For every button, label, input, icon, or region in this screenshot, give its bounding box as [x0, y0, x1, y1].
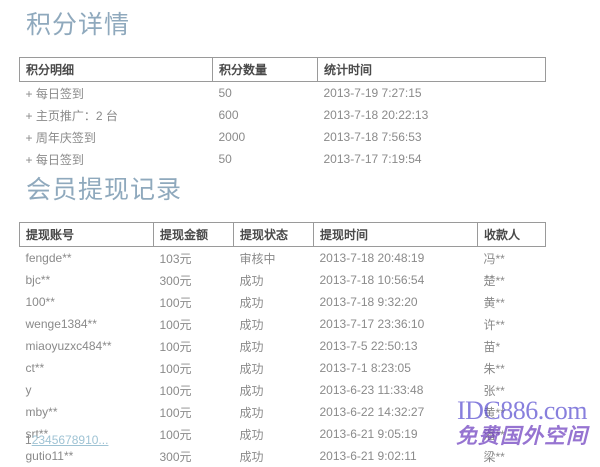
- points-section-title: 积分详情: [26, 13, 130, 38]
- points-table-body: + 每日签到 50 2013-7-19 7:27:15 + 主页推广：2 台 6…: [20, 82, 546, 171]
- column-header-withdraw-time: 提现时间: [314, 223, 478, 247]
- table-row: y 100元 成功 2013-6-23 11:33:48 张**: [20, 379, 546, 401]
- cell-withdraw-amount: 100元: [154, 335, 234, 357]
- pagination[interactable]: 12345678910...: [25, 434, 108, 446]
- cell-withdraw-payee: 张**: [478, 379, 546, 401]
- cell-points-amount: 600: [213, 104, 318, 126]
- cell-points-time: 2013-7-17 7:19:54: [318, 148, 546, 170]
- cell-withdraw-payee: 楚**: [478, 269, 546, 291]
- cell-withdraw-payee: 黄**: [478, 291, 546, 313]
- table-row: bjc** 300元 成功 2013-7-18 10:56:54 楚**: [20, 269, 546, 291]
- table-row: 100** 100元 成功 2013-7-18 9:32:20 黄**: [20, 291, 546, 313]
- cell-withdraw-status: 成功: [234, 401, 314, 423]
- cell-withdraw-account: bjc**: [20, 269, 154, 291]
- cell-withdraw-time: 2013-7-18 9:32:20: [314, 291, 478, 313]
- column-header-withdraw-payee: 收款人: [478, 223, 546, 247]
- table-row: ct** 100元 成功 2013-7-1 8:23:05 朱**: [20, 357, 546, 379]
- table-header-row: 提现账号 提现金额 提现状态 提现时间 收款人: [20, 223, 546, 247]
- cell-withdraw-payee: 许**: [478, 313, 546, 335]
- cell-withdraw-payee: 梁**: [478, 445, 546, 467]
- cell-withdraw-payee: 潘**: [478, 423, 546, 445]
- withdraw-section-title: 会员提现记录: [26, 178, 182, 203]
- cell-withdraw-amount: 100元: [154, 313, 234, 335]
- cell-withdraw-status: 成功: [234, 445, 314, 467]
- cell-withdraw-payee: 朱**: [478, 357, 546, 379]
- cell-withdraw-status: 成功: [234, 357, 314, 379]
- column-header-points-amount: 积分数量: [213, 58, 318, 82]
- cell-withdraw-time: 2013-6-22 14:32:27: [314, 401, 478, 423]
- cell-withdraw-time: 2013-7-1 8:23:05: [314, 357, 478, 379]
- cell-points-item: + 每日签到: [20, 148, 213, 170]
- cell-withdraw-account: gutio11**: [20, 445, 154, 467]
- cell-points-item: + 周年庆签到: [20, 126, 213, 148]
- cell-withdraw-amount: 300元: [154, 269, 234, 291]
- cell-withdraw-status: 成功: [234, 423, 314, 445]
- cell-withdraw-amount: 103元: [154, 247, 234, 270]
- cell-withdraw-amount: 300元: [154, 445, 234, 467]
- pagination-current-page: 1: [25, 433, 32, 447]
- cell-withdraw-time: 2013-7-18 10:56:54: [314, 269, 478, 291]
- cell-points-time: 2013-7-18 7:56:53: [318, 126, 546, 148]
- cell-withdraw-status: 成功: [234, 335, 314, 357]
- cell-withdraw-account: 100**: [20, 291, 154, 313]
- cell-points-time: 2013-7-18 20:22:13: [318, 104, 546, 126]
- cell-withdraw-amount: 100元: [154, 401, 234, 423]
- cell-withdraw-account: miaoyuzxc484**: [20, 335, 154, 357]
- column-header-points-time: 统计时间: [318, 58, 546, 82]
- cell-withdraw-status: 成功: [234, 313, 314, 335]
- column-header-points-item: 积分明细: [20, 58, 213, 82]
- cell-points-amount: 50: [213, 148, 318, 170]
- cell-withdraw-time: 2013-6-21 9:02:11: [314, 445, 478, 467]
- table-row: fengde** 103元 审核中 2013-7-18 20:48:19 冯**: [20, 247, 546, 270]
- cell-points-amount: 2000: [213, 126, 318, 148]
- table-row: + 主页推广：2 台 600 2013-7-18 20:22:13: [20, 104, 546, 126]
- cell-withdraw-amount: 100元: [154, 291, 234, 313]
- cell-withdraw-account: y: [20, 379, 154, 401]
- table-row: + 周年庆签到 2000 2013-7-18 7:56:53: [20, 126, 546, 148]
- cell-withdraw-payee: 冯**: [478, 247, 546, 270]
- points-detail-table: 积分明细 积分数量 统计时间 + 每日签到 50 2013-7-19 7:27:…: [19, 57, 546, 170]
- withdraw-record-table: 提现账号 提现金额 提现状态 提现时间 收款人 fengde** 103元 审核…: [19, 222, 546, 467]
- cell-withdraw-time: 2013-7-18 20:48:19: [314, 247, 478, 270]
- cell-withdraw-amount: 100元: [154, 423, 234, 445]
- cell-points-amount: 50: [213, 82, 318, 105]
- table-row: + 每日签到 50 2013-7-17 7:19:54: [20, 148, 546, 170]
- table-row: + 每日签到 50 2013-7-19 7:27:15: [20, 82, 546, 105]
- cell-withdraw-status: 成功: [234, 269, 314, 291]
- table-row: mby** 100元 成功 2013-6-22 14:32:27 黄**: [20, 401, 546, 423]
- column-header-withdraw-account: 提现账号: [20, 223, 154, 247]
- table-row: miaoyuzxc484** 100元 成功 2013-7-5 22:50:13…: [20, 335, 546, 357]
- cell-withdraw-amount: 100元: [154, 379, 234, 401]
- cell-withdraw-time: 2013-7-5 22:50:13: [314, 335, 478, 357]
- cell-withdraw-status: 审核中: [234, 247, 314, 270]
- cell-points-item: + 主页推广：2 台: [20, 104, 213, 126]
- cell-withdraw-amount: 100元: [154, 357, 234, 379]
- cell-withdraw-account: fengde**: [20, 247, 154, 270]
- cell-points-item: + 每日签到: [20, 82, 213, 105]
- cell-points-time: 2013-7-19 7:27:15: [318, 82, 546, 105]
- cell-withdraw-status: 成功: [234, 291, 314, 313]
- cell-withdraw-status: 成功: [234, 379, 314, 401]
- cell-withdraw-account: ct**: [20, 357, 154, 379]
- cell-withdraw-time: 2013-6-21 9:05:19: [314, 423, 478, 445]
- cell-withdraw-account: mby**: [20, 401, 154, 423]
- column-header-withdraw-status: 提现状态: [234, 223, 314, 247]
- cell-withdraw-payee: 苗*: [478, 335, 546, 357]
- cell-withdraw-payee: 黄**: [478, 401, 546, 423]
- table-header-row: 积分明细 积分数量 统计时间: [20, 58, 546, 82]
- column-header-withdraw-amount: 提现金额: [154, 223, 234, 247]
- cell-withdraw-time: 2013-6-23 11:33:48: [314, 379, 478, 401]
- cell-withdraw-account: wenge1384**: [20, 313, 154, 335]
- table-row: wenge1384** 100元 成功 2013-7-17 23:36:10 许…: [20, 313, 546, 335]
- pagination-page-links[interactable]: 2345678910...: [32, 433, 109, 447]
- table-row: gutio11** 300元 成功 2013-6-21 9:02:11 梁**: [20, 445, 546, 467]
- cell-withdraw-time: 2013-7-17 23:36:10: [314, 313, 478, 335]
